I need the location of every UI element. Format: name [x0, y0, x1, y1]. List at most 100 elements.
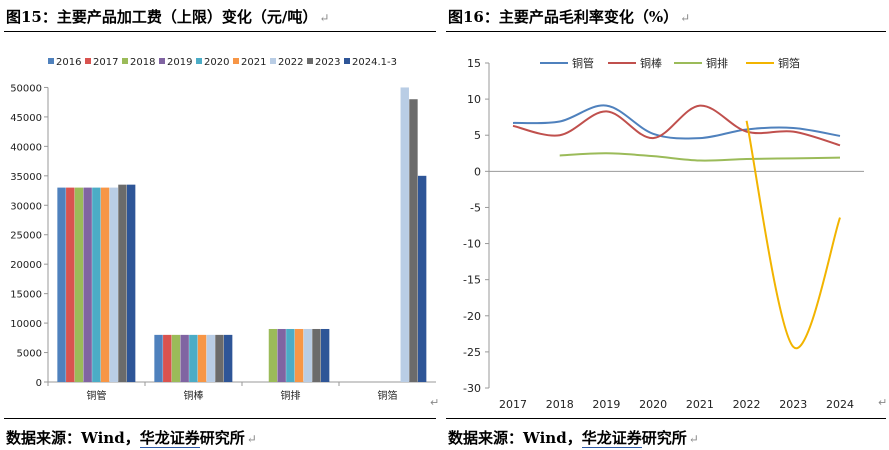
bar-2019-铜排: [277, 328, 286, 382]
bar-y-tick-label: 30000: [10, 201, 42, 212]
line-y-tick-label: -20: [463, 310, 481, 323]
bar-x-label: 铜管: [87, 389, 107, 402]
bar-2024.1-3-铜箔: [417, 175, 427, 382]
line-y-tick-label: 15: [467, 57, 481, 70]
legend-swatch-2019: [159, 58, 165, 64]
legend-label-2021: 2021: [241, 57, 266, 68]
legend-label-2016: 2016: [56, 57, 81, 68]
bar-2024.1-3-铜棒: [223, 334, 233, 382]
line-x-label: 2020: [639, 398, 667, 411]
right-source: 数据来源：Wind，华龙证券研究所 ↵: [448, 429, 699, 448]
legend-label-2017: 2017: [93, 57, 118, 68]
line-chart: 铜管 铜棒 铜排 铜箔 -30 -25 -20 -15 -10 -5 0 5 10 15 2017 2018 2…: [463, 56, 887, 411]
series-line-铜棒: [512, 104, 841, 147]
bar-2023-铜管: [118, 184, 127, 382]
bar-2018-铜排: [268, 328, 278, 382]
bar-2022-铜排: [303, 328, 312, 382]
series-line-铜管: [512, 104, 841, 140]
legend-label-2024.1-3: 2024.1-3: [352, 57, 397, 68]
bar-y-tick-label: 20000: [10, 260, 42, 271]
bar-2022-铜管: [109, 187, 118, 382]
bar-y-tick-label: 5000: [17, 349, 42, 360]
bar-2019-铜棒: [180, 334, 189, 382]
right-source-link: 华龙证券: [581, 429, 642, 448]
legend-label-铜棒: 铜棒: [640, 56, 662, 70]
line-y-tick-label: -30: [463, 382, 481, 395]
bar-x-label: 铜箔: [378, 389, 398, 402]
right-chart-title: 图16：主要产品毛利率变化（%） ↵: [448, 8, 691, 26]
line-y-tick-label: -25: [463, 346, 481, 359]
bar-return-mark: ↵: [430, 396, 439, 409]
line-x-label: 2019: [592, 398, 620, 411]
bar-2018-铜管: [74, 187, 84, 382]
bar-y-tick-label: 15000: [10, 290, 42, 301]
right-title-rule: [446, 31, 886, 32]
line-y-tick-label: -5: [470, 201, 481, 214]
bar-y-tick-label: 45000: [10, 113, 42, 124]
line-x-label: 2017: [499, 398, 527, 411]
bar-y-tick-label: 0: [36, 378, 42, 389]
bar-y-tick-label: 50000: [10, 83, 42, 94]
line-y-tick-label: 5: [474, 129, 481, 142]
bar-2022-铜箔: [400, 87, 409, 383]
legend-swatch-2024.1-3: [344, 58, 350, 64]
bar-2023-铜箔: [409, 99, 418, 382]
left-bottom-rule: [4, 418, 436, 419]
bar-y-tick-label: 25000: [10, 231, 42, 242]
legend-swatch-2021: [233, 58, 239, 64]
bar-2022-铜棒: [206, 334, 215, 382]
bar-y-tick-label: 35000: [10, 172, 42, 183]
line-x-label: 2018: [546, 398, 574, 411]
legend-label-2019: 2019: [167, 57, 192, 68]
legend-label-2020: 2020: [204, 57, 229, 68]
line-y-tick-label: 0: [474, 165, 481, 178]
legend-label-铜排: 铜排: [706, 56, 728, 70]
line-y-tick-label: -10: [463, 238, 481, 251]
bar-2023-铜棒: [215, 334, 224, 382]
line-x-label: 2024: [826, 398, 854, 411]
bar-2021-铜排: [294, 328, 304, 382]
bar-2017-铜棒: [163, 334, 172, 382]
legend-swatch-2017: [85, 58, 91, 64]
line-x-label: 2022: [733, 398, 761, 411]
bar-x-label: 铜排: [281, 389, 301, 402]
bar-2020-铜排: [286, 328, 295, 382]
bar-2021-铜棒: [197, 334, 207, 382]
series-line-铜箔: [745, 120, 841, 350]
bar-2019-铜管: [83, 187, 92, 382]
legend-label-2022: 2022: [278, 57, 303, 68]
legend-label-2018: 2018: [130, 57, 155, 68]
line-y-tick-label: -15: [463, 274, 481, 287]
line-return-mark: ↵: [878, 396, 887, 409]
left-title-rule: [4, 31, 436, 32]
legend-label-铜管: 铜管: [572, 56, 594, 70]
bar-y-tick-label: 10000: [10, 319, 42, 330]
left-source: 数据来源：Wind，华龙证券研究所 ↵: [6, 429, 257, 448]
bar-chart: 2016 2017 2018 2019 2020 2021 2022 2023 2024.1-3…: [10, 57, 439, 409]
bar-y-tick-label: 40000: [10, 142, 42, 153]
bar-2023-铜排: [312, 328, 321, 382]
line-y-tick-label: 10: [467, 93, 481, 106]
legend-label-2023: 2023: [315, 57, 340, 68]
left-chart-title: 图15：主要产品加工费（上限）变化（元/吨） ↵: [6, 8, 330, 26]
right-bottom-rule: [446, 418, 886, 419]
bar-2024.1-3-铜排: [320, 328, 330, 382]
bar-2018-铜棒: [171, 334, 181, 382]
legend-swatch-2016: [48, 58, 54, 64]
bar-2020-铜棒: [189, 334, 198, 382]
line-x-label: 2023: [779, 398, 807, 411]
line-x-label: 2021: [686, 398, 714, 411]
legend-swatch-2018: [122, 58, 128, 64]
left-source-link: 华龙证券: [139, 429, 200, 448]
legend-label-铜箔: 铜箔: [778, 56, 800, 70]
bar-2020-铜管: [92, 187, 101, 382]
bar-x-label: 铜棒: [184, 389, 204, 402]
legend-swatch-2022: [270, 58, 276, 64]
bar-2021-铜管: [100, 187, 110, 382]
series-line-铜排: [559, 152, 841, 162]
legend-swatch-2020: [196, 58, 202, 64]
bar-2016-铜管: [57, 187, 66, 382]
bar-2016-铜棒: [154, 334, 163, 382]
bar-2024.1-3-铜管: [126, 184, 136, 382]
bar-2017-铜管: [66, 187, 75, 382]
